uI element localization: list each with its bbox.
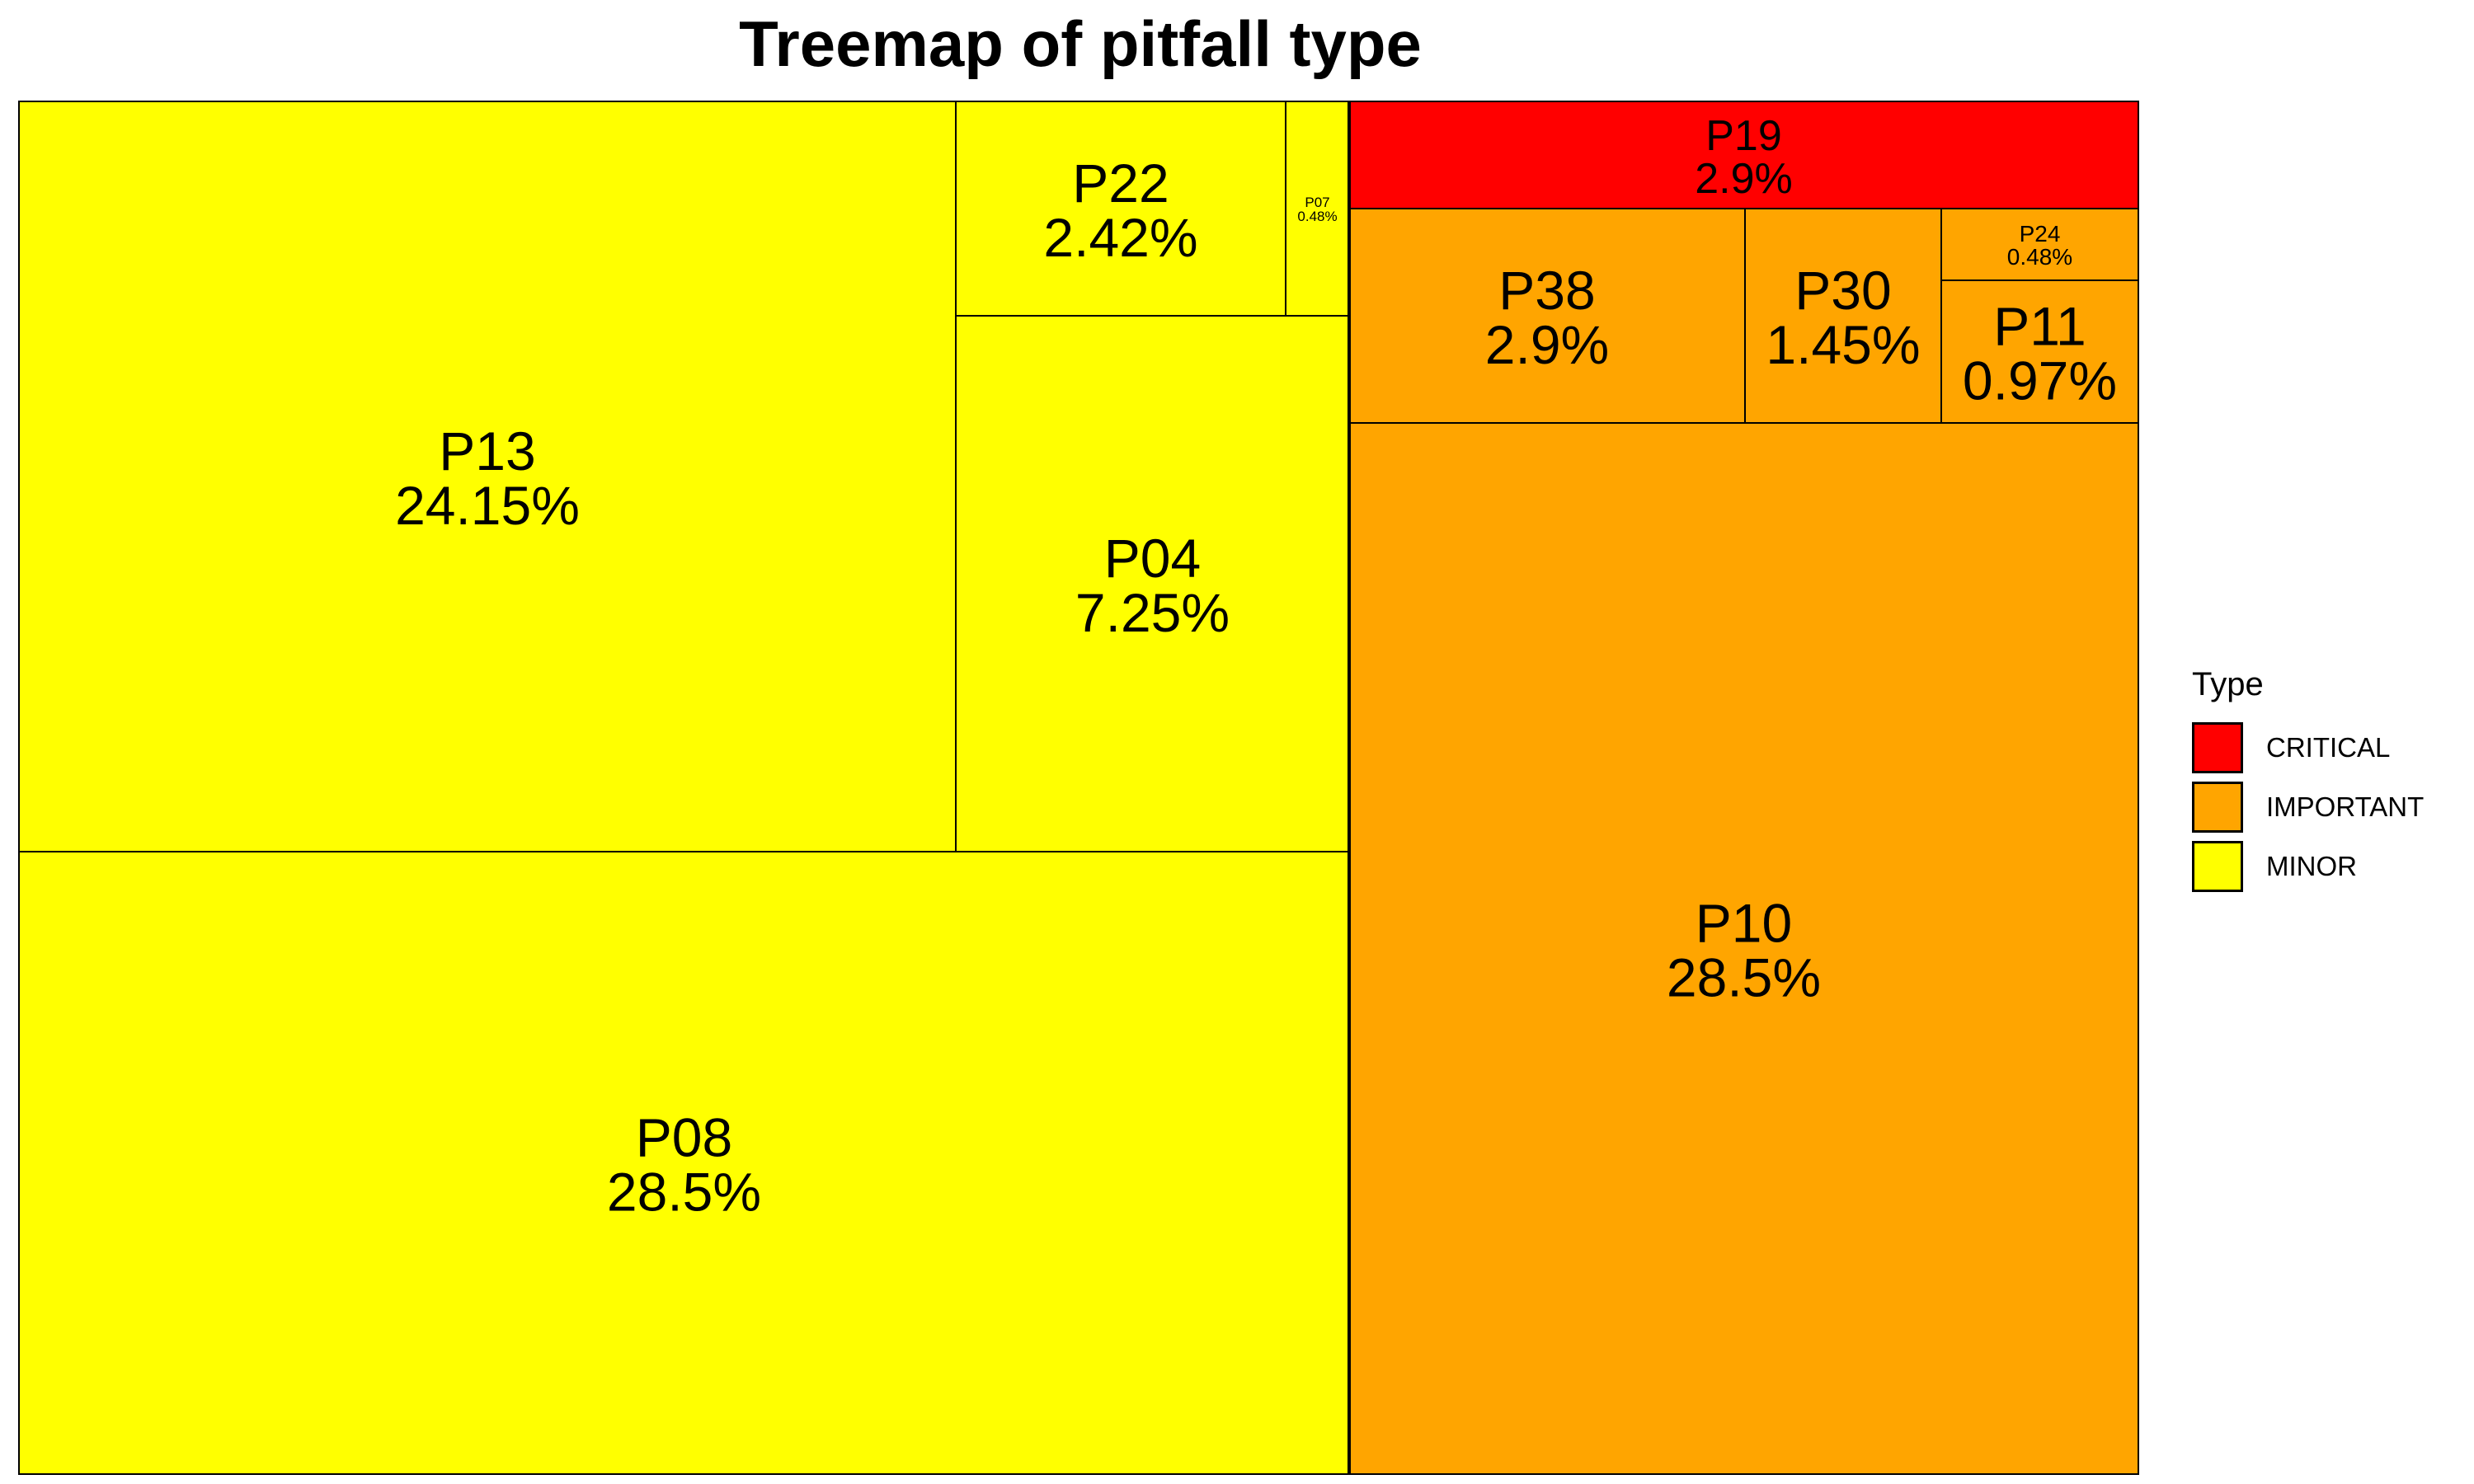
legend-label-minor: MINOR xyxy=(2266,851,2357,881)
tile-value-p04: 7.25% xyxy=(1075,582,1230,643)
legend-swatch-minor xyxy=(2192,841,2243,892)
tile-value-p19: 2.9% xyxy=(1695,155,1793,203)
tile-name-p22: P22 xyxy=(1072,153,1169,214)
tile-p08 xyxy=(18,851,1350,1475)
tile-name-p24: P24 xyxy=(2020,221,2061,247)
tile-value-p30: 1.45% xyxy=(1766,314,1920,375)
tile-name-p11: P11 xyxy=(1993,296,2086,357)
legend-swatch-important xyxy=(2192,782,2243,833)
tile-name-p07: P07 xyxy=(1305,195,1329,210)
tile-p13 xyxy=(18,101,957,852)
tile-name-p19: P19 xyxy=(1705,112,1782,160)
tile-p38 xyxy=(1348,208,1746,424)
tile-p04 xyxy=(955,315,1350,852)
tile-name-p13: P13 xyxy=(439,420,535,481)
legend-swatch-critical xyxy=(2192,722,2243,773)
tile-name-p04: P04 xyxy=(1104,528,1201,589)
legend-label-critical: CRITICAL xyxy=(2266,732,2391,763)
legend-title: Type xyxy=(2192,666,2264,702)
tile-p11 xyxy=(1940,279,2139,424)
tile-p10 xyxy=(1348,422,2139,1475)
tile-name-p30: P30 xyxy=(1794,260,1891,321)
tile-value-p11: 0.97% xyxy=(1963,350,2117,411)
tile-name-p10: P10 xyxy=(1696,893,1792,954)
tile-value-p22: 2.42% xyxy=(1043,207,1197,268)
tile-value-p24: 0.48% xyxy=(2007,244,2072,270)
tile-p22 xyxy=(955,101,1286,317)
tile-p24 xyxy=(1940,208,2139,281)
tile-p19 xyxy=(1348,101,2139,209)
chart-title: Treemap of pitfall type xyxy=(739,7,1422,80)
tile-value-p08: 28.5% xyxy=(607,1162,761,1223)
legend-item-important: IMPORTANT xyxy=(2192,777,2424,837)
tile-name-p38: P38 xyxy=(1498,260,1595,321)
tile-value-p10: 28.5% xyxy=(1667,947,1821,1008)
tile-p07 xyxy=(1285,101,1350,317)
tile-value-p07: 0.48% xyxy=(1297,209,1337,224)
tile-name-p08: P08 xyxy=(636,1107,732,1168)
tile-value-p13: 24.15% xyxy=(395,475,580,536)
legend-item-critical: CRITICAL xyxy=(2192,718,2424,777)
legend-label-important: IMPORTANT xyxy=(2266,791,2425,822)
legend-item-minor: MINOR xyxy=(2192,837,2424,896)
legend: Type CRITICAL IMPORTANT MINOR xyxy=(2192,666,2424,896)
tile-value-p38: 2.9% xyxy=(1485,314,1609,375)
